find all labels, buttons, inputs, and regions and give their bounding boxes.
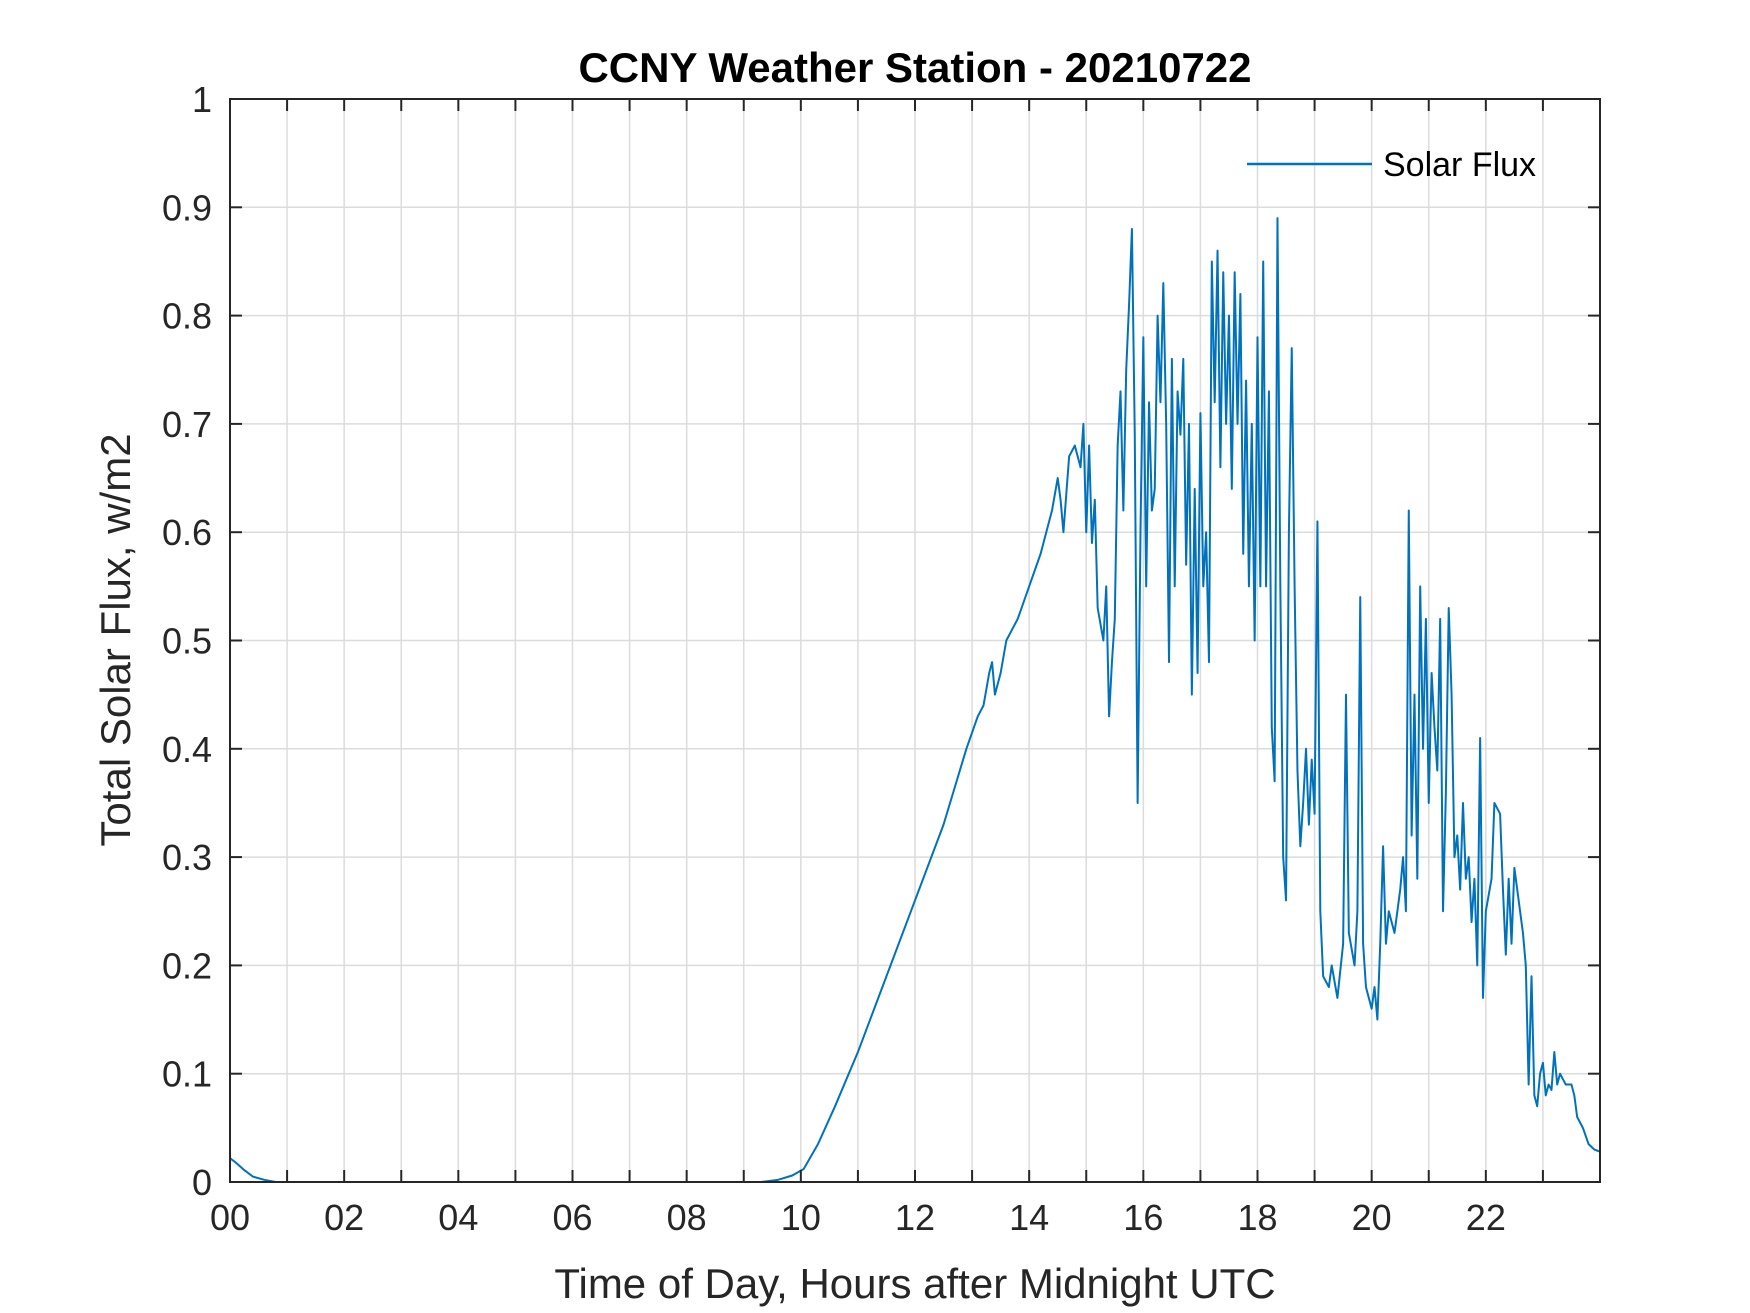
x-tick-labels: 00 02 04 06 08 10 12 14 16 18 20 22 (210, 1197, 1506, 1238)
y-tick-label-5: 0.5 (162, 621, 212, 662)
x-tick-label-6: 12 (895, 1197, 935, 1238)
y-tick-label-9: 0.9 (162, 187, 212, 228)
x-tick-label-11: 22 (1466, 1197, 1506, 1238)
x-tick-label-0: 00 (210, 1197, 250, 1238)
y-tick-label-6: 0.6 (162, 512, 212, 553)
y-tick-label-4: 0.4 (162, 729, 212, 770)
legend-entry-solar-flux: Solar Flux (1383, 146, 1536, 184)
y-tick-label-1: 0.1 (162, 1054, 212, 1095)
x-tick-label-7: 14 (1009, 1197, 1049, 1238)
legend: Solar Flux (1247, 146, 1536, 184)
x-tick-label-1: 02 (324, 1197, 364, 1238)
x-tick-label-5: 10 (781, 1197, 821, 1238)
y-tick-label-10: 1 (192, 79, 212, 120)
chart-title: CCNY Weather Station - 20210722 (578, 44, 1251, 91)
x-tick-label-8: 16 (1123, 1197, 1163, 1238)
y-tick-label-0: 0 (192, 1162, 212, 1203)
x-tick-label-3: 06 (552, 1197, 592, 1238)
y-tick-label-7: 0.7 (162, 404, 212, 445)
y-axis-label: Total Solar Flux, w/m2 (92, 433, 139, 846)
y-tick-label-2: 0.2 (162, 945, 212, 986)
y-tick-labels: 0 0.1 0.2 0.3 0.4 0.5 0.6 0.7 0.8 0.9 1 (162, 79, 212, 1203)
x-tick-label-9: 18 (1237, 1197, 1277, 1238)
x-tick-label-2: 04 (438, 1197, 478, 1238)
x-axis-label: Time of Day, Hours after Midnight UTC (554, 1260, 1275, 1307)
tick-marks (229, 98, 1600, 1183)
x-tick-label-4: 08 (667, 1197, 707, 1238)
series-line-group (229, 217, 1601, 1183)
series-line-solar-flux (229, 217, 1601, 1183)
y-tick-label-3: 0.3 (162, 837, 212, 878)
grid (230, 99, 1600, 1182)
y-tick-label-8: 0.8 (162, 296, 212, 337)
x-tick-label-10: 20 (1352, 1197, 1392, 1238)
